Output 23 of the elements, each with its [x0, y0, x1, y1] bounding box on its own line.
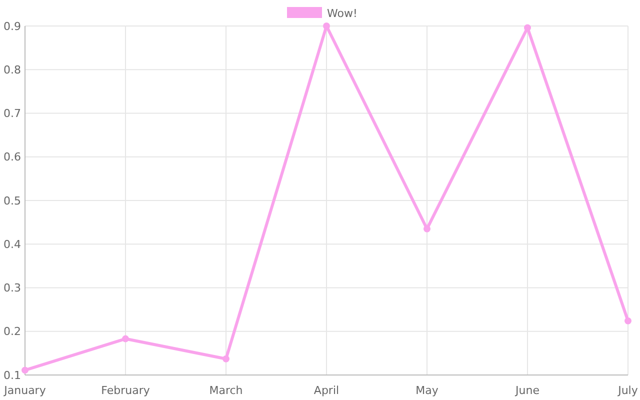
point	[524, 24, 531, 32]
point	[323, 22, 330, 30]
x-tick-label: April	[314, 384, 340, 397]
point	[22, 366, 28, 374]
y-tick-label: 0.7	[4, 107, 21, 120]
x-tick-label: March	[209, 384, 243, 397]
x-tick-label: February	[101, 384, 150, 397]
y-tick-label: 0.5	[4, 194, 21, 208]
legend-label: Wow!	[327, 6, 358, 20]
y-tick-label: 0.2	[4, 325, 21, 338]
point	[122, 335, 129, 342]
point	[222, 355, 230, 362]
x-tick-label: January	[3, 384, 46, 397]
y-tick-label: 0.4	[4, 238, 21, 251]
x-tick-label: July	[617, 384, 638, 397]
y-tick-label: 0.6	[4, 150, 21, 164]
y-tick-label: 0.9	[4, 20, 21, 33]
x-tick-label: June	[514, 384, 540, 397]
y-tick-label: 0.1	[4, 368, 21, 382]
x-tick-label: May	[416, 384, 439, 397]
y-tick-label: 0.8	[4, 63, 21, 76]
y-tick-label: 0.3	[4, 282, 21, 295]
point	[624, 317, 632, 324]
